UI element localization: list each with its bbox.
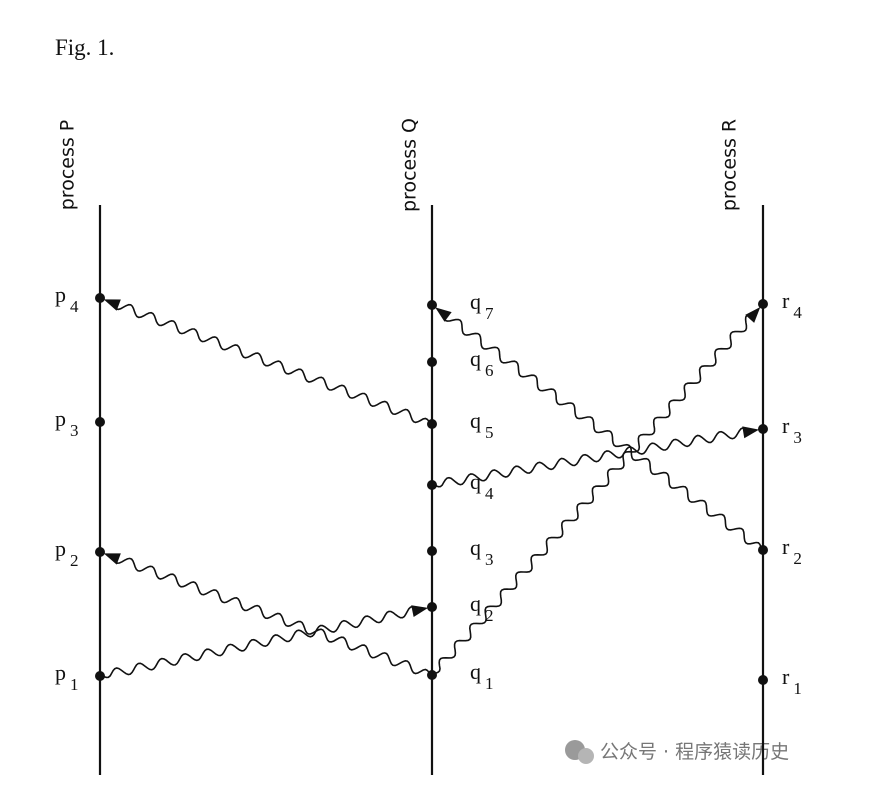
event-name: q: [470, 591, 481, 616]
event-subscript: 2: [485, 606, 494, 625]
wechat-icon: [578, 748, 594, 764]
event-name: p: [55, 660, 66, 685]
event-dot: [95, 293, 105, 303]
event-name: r: [782, 664, 790, 689]
event-subscript: 4: [70, 297, 79, 316]
event-subscript: 1: [485, 674, 494, 693]
event-dot: [427, 480, 437, 490]
event-subscript: 1: [70, 675, 79, 694]
event-subscript: 7: [485, 304, 494, 323]
event-subscript: 6: [485, 361, 494, 380]
event-subscript: 3: [70, 421, 79, 440]
process-label: process R: [719, 119, 741, 211]
event-dot: [427, 419, 437, 429]
event-name: p: [55, 536, 66, 561]
process-label: process P: [57, 120, 79, 211]
event-dot: [427, 670, 437, 680]
event-name: r: [782, 288, 790, 313]
process-label: process Q: [399, 118, 421, 212]
message-arrow: [431, 313, 752, 676]
event-name: q: [470, 469, 481, 494]
message-arrow: [431, 427, 748, 488]
arrow-head: [103, 299, 121, 311]
event-subscript: 4: [793, 303, 802, 322]
event-name: q: [470, 289, 481, 314]
event-subscript: 3: [793, 428, 802, 447]
message-arrow: [112, 556, 433, 676]
event-name: p: [55, 282, 66, 307]
event-dot: [758, 299, 768, 309]
event-dot: [758, 675, 768, 685]
event-dot: [427, 602, 437, 612]
event-dot: [95, 671, 105, 681]
event-name: q: [470, 535, 481, 560]
event-subscript: 5: [485, 423, 494, 442]
message-arrow: [112, 303, 433, 425]
event-name: r: [782, 413, 790, 438]
event-dot: [427, 357, 437, 367]
event-subscript: 2: [70, 551, 79, 570]
arrow-head: [411, 605, 429, 617]
watermark: 公众号 · 程序猿读历史: [565, 740, 789, 764]
message-arrow: [442, 315, 764, 551]
event-name: q: [470, 408, 481, 433]
figure-title: Fig. 1.: [55, 35, 114, 60]
event-name: q: [470, 659, 481, 684]
event-dot: [427, 300, 437, 310]
event-subscript: 4: [485, 484, 494, 503]
event-dot: [758, 424, 768, 434]
event-subscript: 3: [485, 550, 494, 569]
event-name: p: [55, 406, 66, 431]
event-dot: [758, 545, 768, 555]
arrow-head: [742, 426, 760, 439]
event-name: q: [470, 346, 481, 371]
event-dot: [427, 546, 437, 556]
arrow-head: [745, 306, 761, 323]
event-subscript: 2: [793, 549, 802, 568]
event-subscript: 1: [793, 679, 802, 698]
arrow-head: [435, 307, 452, 322]
event-name: r: [782, 534, 790, 559]
message-arrow: [100, 605, 418, 679]
arrow-head: [103, 553, 121, 565]
event-dot: [95, 547, 105, 557]
event-dot: [95, 417, 105, 427]
watermark-text: 公众号 · 程序猿读历史: [600, 741, 789, 763]
